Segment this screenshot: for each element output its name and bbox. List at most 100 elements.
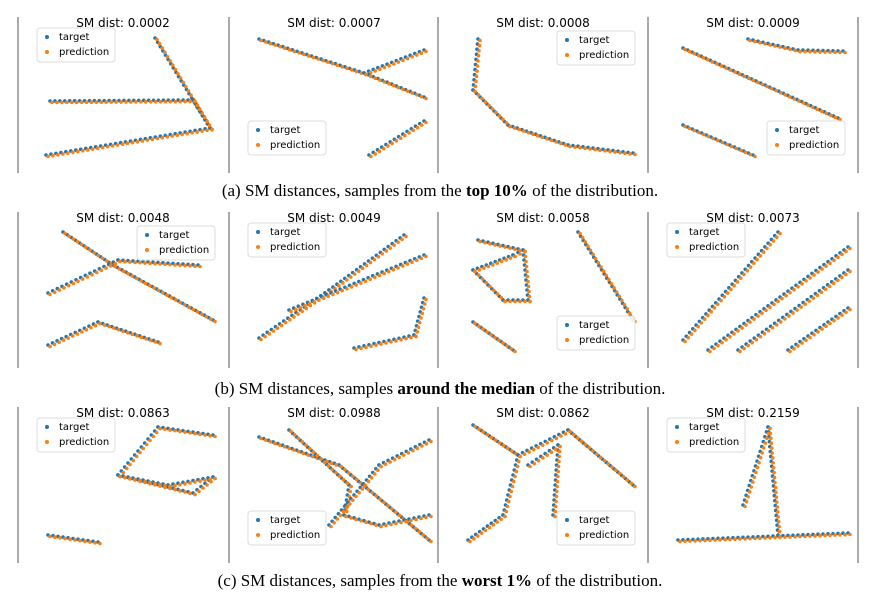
point	[509, 346, 513, 351]
point	[288, 317, 292, 322]
point	[198, 107, 202, 112]
point	[292, 315, 296, 319]
point	[420, 444, 424, 448]
point	[144, 337, 148, 341]
point	[340, 288, 345, 293]
point	[268, 439, 273, 444]
point	[319, 457, 323, 461]
point	[513, 349, 517, 354]
point	[628, 152, 632, 156]
point	[424, 49, 428, 54]
point	[743, 504, 747, 509]
point	[833, 533, 837, 537]
point	[815, 107, 820, 112]
point	[213, 434, 217, 439]
point	[71, 237, 76, 241]
point	[481, 430, 485, 434]
point	[477, 43, 482, 48]
point	[278, 44, 282, 49]
legend-marker	[256, 143, 260, 147]
point	[488, 241, 492, 246]
point	[329, 461, 334, 466]
point	[263, 40, 268, 44]
point	[490, 263, 495, 267]
point	[349, 285, 354, 289]
point	[66, 283, 71, 288]
point	[598, 455, 603, 460]
point	[493, 438, 498, 442]
point	[354, 283, 358, 287]
point	[768, 43, 772, 47]
point	[396, 85, 401, 90]
point	[372, 472, 377, 476]
point	[573, 145, 577, 149]
point	[369, 475, 374, 480]
point	[596, 261, 601, 265]
point	[399, 337, 403, 342]
point	[368, 260, 373, 265]
point	[128, 462, 132, 467]
point	[701, 55, 706, 60]
point	[208, 317, 213, 321]
point	[168, 262, 172, 267]
point	[138, 100, 143, 104]
legend-marker	[675, 440, 679, 444]
point	[338, 513, 343, 518]
point	[168, 99, 173, 104]
point	[410, 260, 414, 264]
legend-box	[666, 222, 746, 258]
point	[378, 67, 382, 71]
panel: SM dist: 0.0002 target prediction	[36, 16, 214, 159]
point	[46, 154, 50, 159]
point	[554, 499, 558, 504]
point	[85, 275, 90, 279]
point	[795, 308, 799, 312]
point	[776, 299, 780, 304]
point	[527, 294, 532, 299]
point	[748, 265, 753, 269]
point	[193, 480, 197, 484]
point	[687, 126, 692, 131]
point	[792, 97, 797, 101]
point	[791, 311, 795, 315]
point	[364, 263, 369, 268]
point	[618, 150, 622, 155]
point	[424, 96, 428, 101]
caption-part: top 10%	[466, 181, 528, 200]
point	[744, 323, 748, 327]
panel: SM dist: 0.0058 target prediction	[471, 211, 637, 354]
point	[405, 56, 410, 61]
point	[766, 328, 771, 333]
point	[844, 249, 848, 254]
point	[421, 306, 426, 311]
point	[568, 144, 572, 149]
caption-part: around the median	[397, 379, 535, 398]
point	[55, 100, 59, 105]
point	[844, 310, 848, 315]
point	[268, 41, 273, 46]
point	[203, 478, 207, 483]
point	[429, 439, 433, 444]
point	[178, 263, 182, 268]
legend-marker	[45, 425, 49, 429]
point	[118, 474, 122, 479]
point	[712, 346, 716, 351]
point	[715, 138, 720, 143]
point	[354, 347, 358, 352]
point	[326, 294, 331, 299]
point	[411, 448, 415, 453]
point	[819, 109, 824, 114]
point	[556, 469, 561, 474]
point	[193, 264, 197, 268]
point	[420, 311, 425, 316]
point	[157, 41, 162, 46]
point	[483, 240, 487, 245]
point	[475, 64, 480, 68]
point	[69, 100, 74, 105]
point	[748, 152, 753, 157]
point	[823, 533, 827, 538]
point	[743, 150, 748, 155]
point	[525, 274, 530, 279]
point	[201, 486, 205, 490]
legend-box	[666, 417, 746, 453]
